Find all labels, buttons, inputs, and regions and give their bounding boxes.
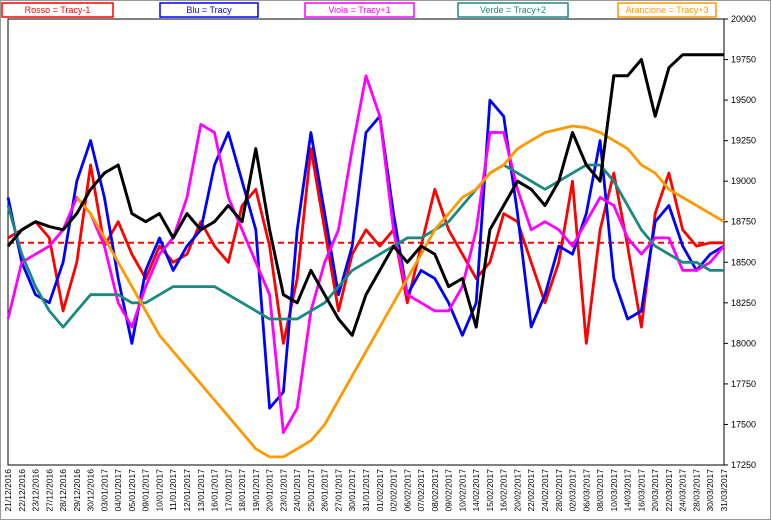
- y-tick-label: 18500: [731, 257, 756, 267]
- x-tick-label: 30/01/2017: [347, 469, 357, 512]
- series-line: [6, 74, 726, 434]
- x-tick-label: 15/02/2017: [485, 469, 495, 512]
- y-tick-label: 17250: [731, 460, 756, 470]
- legend-box: [457, 2, 569, 18]
- x-tick-label: 16/01/2017: [210, 469, 220, 512]
- x-tick-label: 16/02/2017: [499, 469, 509, 512]
- x-tick-label: 09/02/2017: [444, 469, 454, 512]
- legend-box: [617, 2, 717, 18]
- x-tick-label: 06/02/2017: [402, 469, 412, 512]
- x-tick-label: 24/01/2017: [292, 469, 302, 512]
- x-tick-label: 07/02/2017: [416, 469, 426, 512]
- x-tick-label: 28/03/2017: [691, 469, 701, 512]
- x-tick-label: 23/12/2016: [31, 469, 41, 512]
- x-tick-label: 10/03/2017: [609, 469, 619, 512]
- x-tick-label: 10/02/2017: [457, 469, 467, 512]
- x-tick-label: 30/12/2016: [86, 469, 96, 512]
- x-tick-label: 05/01/2017: [127, 469, 137, 512]
- legend-label: Viola = Tracy+1: [328, 5, 390, 15]
- legend-box: [304, 2, 415, 18]
- x-tick-label: 04/01/2017: [113, 469, 123, 512]
- x-tick-label: 20/03/2017: [650, 469, 660, 512]
- series-line: [6, 163, 724, 329]
- x-tick-label: 06/03/2017: [581, 469, 591, 512]
- x-tick-label: 29/12/2016: [72, 469, 82, 512]
- x-tick-label: 28/02/2017: [554, 469, 564, 512]
- x-tick-label: 19/01/2017: [251, 469, 261, 512]
- x-tick-label: 16/03/2017: [636, 469, 646, 512]
- x-tick-label: 31/01/2017: [361, 469, 371, 512]
- x-tick-label: 23/01/2017: [278, 469, 288, 512]
- legend-label: Rosso = Tracy-1: [25, 5, 91, 15]
- y-tick-label: 17500: [731, 419, 756, 429]
- legend-label: Arancione = Tracy+3: [625, 5, 708, 15]
- y-tick-label: 18750: [731, 217, 756, 227]
- x-tick-label: 18/01/2017: [237, 469, 247, 512]
- x-tick-label: 31/03/2017: [719, 469, 729, 512]
- x-tick-label: 24/02/2017: [540, 469, 550, 512]
- x-tick-label: 22/12/2016: [17, 469, 27, 512]
- x-tick-label: 03/01/2017: [99, 469, 109, 512]
- legend-box: [159, 2, 259, 18]
- y-tick-label: 19500: [731, 95, 756, 105]
- x-tick-label: 01/02/2017: [375, 469, 385, 512]
- x-tick-label: 30/03/2017: [705, 469, 715, 512]
- series-line: [6, 53, 724, 337]
- y-tick-label: 18000: [731, 338, 756, 348]
- x-tick-label: 08/03/2017: [595, 469, 605, 512]
- x-tick-label: 25/01/2017: [306, 469, 316, 512]
- x-tick-label: 24/03/2017: [678, 469, 688, 512]
- series-line: [75, 124, 725, 459]
- x-tick-label: 10/01/2017: [154, 469, 164, 512]
- legend-label: Blu = Tracy: [186, 5, 232, 15]
- y-tick-label: 19750: [731, 55, 756, 65]
- x-tick-label: 17/01/2017: [223, 469, 233, 512]
- x-tick-label: 28/12/2016: [58, 469, 68, 512]
- x-tick-label: 09/01/2017: [141, 469, 151, 512]
- x-tick-label: 14/03/2017: [623, 469, 633, 512]
- x-tick-label: 26/01/2017: [320, 469, 330, 512]
- x-tick-label: 14/02/2017: [471, 469, 481, 512]
- x-tick-label: 13/01/2017: [196, 469, 206, 512]
- legend-label: Verde = Tracy+2: [480, 5, 546, 15]
- x-tick-label: 02/02/2017: [389, 469, 399, 512]
- y-tick-label: 19000: [731, 176, 756, 186]
- legend-box: [1, 2, 114, 18]
- y-tick-label: 19250: [731, 136, 756, 146]
- x-tick-label: 21/12/2016: [3, 469, 13, 512]
- legend: Rosso = Tracy-1 Blu = Tracy Viola = Tracy+…: [1, 2, 717, 18]
- x-tick-label: 11/01/2017: [168, 469, 178, 511]
- x-tick-label: 27/01/2017: [333, 469, 343, 512]
- x-tick-label: 27/12/2016: [44, 469, 54, 512]
- y-tick-label: 20000: [731, 14, 756, 24]
- x-tick-label: 22/02/2017: [526, 469, 536, 512]
- x-tick-label: 12/01/2017: [182, 469, 192, 512]
- y-tick-label: 18250: [731, 298, 756, 308]
- y-tick-label: 17750: [731, 379, 756, 389]
- x-tick-label: 02/03/2017: [568, 469, 578, 512]
- lines: [6, 53, 726, 459]
- series-line: [7, 147, 724, 345]
- x-tick-label: 20/01/2017: [265, 469, 275, 512]
- x-tick-label: 22/03/2017: [664, 469, 674, 512]
- x-tick-label: 20/02/2017: [512, 469, 522, 512]
- x-tick-label: 08/02/2017: [430, 469, 440, 512]
